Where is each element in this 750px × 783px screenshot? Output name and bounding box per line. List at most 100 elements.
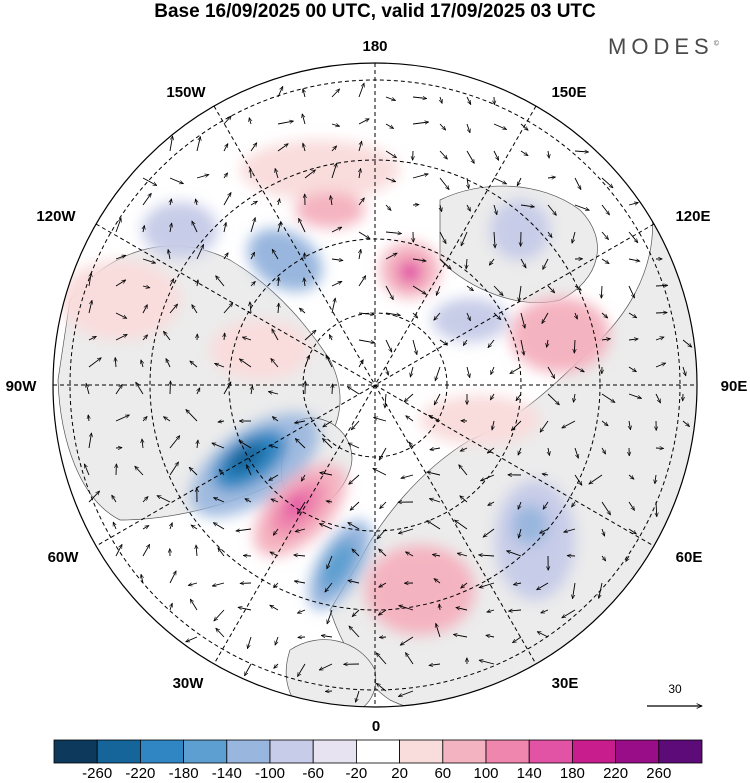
wind-arrow — [385, 285, 394, 300]
wind-arrow — [223, 303, 233, 314]
wind-arrow — [513, 636, 522, 643]
wind-arrow — [350, 501, 360, 510]
wind-arrow — [439, 177, 449, 190]
wind-arrow — [385, 204, 391, 210]
wind-arrow — [141, 574, 143, 584]
wind-arrow — [269, 474, 279, 481]
wind-arrow — [412, 285, 426, 294]
wind-arrow — [385, 339, 393, 352]
wind-arrow — [331, 298, 335, 314]
wind-arrow — [245, 465, 252, 476]
wind-arrow — [249, 118, 251, 125]
wind-arrow — [244, 663, 252, 676]
wind-arrow — [628, 501, 635, 510]
wind-arrow — [142, 335, 148, 341]
wind-arrow — [325, 355, 333, 368]
wind-arrow — [509, 610, 522, 611]
wind-arrow — [169, 304, 178, 314]
wind-arrow — [277, 144, 288, 152]
wind-arrow — [513, 583, 522, 585]
wind-arrow — [628, 203, 638, 205]
wind-arrow — [115, 333, 127, 341]
wind-arrow — [214, 497, 225, 503]
wind-arrow — [386, 366, 388, 375]
wind-arrow — [547, 285, 555, 293]
wind-arrow — [520, 123, 528, 130]
wind-arrow — [88, 433, 92, 449]
lon-label-150w: 150W — [166, 84, 206, 101]
wind-arrow — [168, 250, 170, 260]
wind-arrow — [547, 231, 552, 238]
wind-arrow — [385, 232, 402, 234]
wind-arrow — [271, 498, 279, 502]
wind-arrow — [439, 604, 440, 611]
wind-arrow — [432, 554, 441, 556]
wind-arrow — [238, 607, 252, 611]
wind-arrow — [429, 499, 441, 503]
wind-arrow — [456, 607, 468, 611]
wind-arrow — [466, 150, 474, 163]
wind-arrow — [547, 204, 556, 215]
wind-arrow — [399, 605, 414, 611]
wind-arrow — [574, 204, 589, 210]
colorbar-tick-label: 20 — [391, 765, 408, 782]
wind-arrow — [479, 555, 495, 556]
wind-arrow — [250, 143, 257, 152]
wind-arrow — [409, 442, 414, 449]
colorbar-tick-label: 180 — [559, 765, 585, 782]
wind-arrow — [299, 308, 306, 314]
colorbar-tick-label: -100 — [254, 765, 286, 782]
wind-arrow — [196, 245, 205, 260]
wind-arrow — [191, 221, 198, 233]
wind-arrow — [186, 636, 198, 643]
wind-arrow — [165, 359, 171, 368]
wind-arrow — [542, 474, 549, 475]
wind-arrow — [575, 312, 577, 319]
wind-arrow — [493, 123, 507, 130]
wind-arrow — [326, 501, 333, 502]
colorbar-swatch — [269, 739, 314, 764]
wind-arrow — [349, 474, 360, 484]
wind-arrow — [466, 204, 471, 211]
wind-arrow — [574, 285, 581, 290]
wind-arrow — [247, 636, 252, 649]
colorbar-tick-label: 260 — [646, 765, 672, 782]
wind-arrow — [466, 366, 470, 378]
wind-arrow — [574, 447, 578, 458]
wind-arrow — [385, 123, 394, 129]
wind-arrow — [540, 420, 549, 432]
wind-arrow — [242, 337, 252, 341]
wind-arrow — [430, 448, 441, 450]
wind-arrow — [429, 414, 441, 422]
wind-arrow — [142, 177, 157, 186]
wind-arrow — [376, 653, 387, 665]
wind-arrow — [304, 170, 316, 179]
wind-arrow — [136, 382, 144, 395]
wind-arrow — [682, 420, 690, 427]
wind-arrow — [573, 582, 576, 599]
wind-arrow — [589, 474, 603, 484]
wind-arrow — [142, 497, 148, 503]
wind-arrow — [358, 360, 363, 368]
wind-arrow — [628, 285, 635, 298]
wind-arrow — [412, 259, 426, 261]
wind-arrow — [412, 174, 428, 179]
colorbar-tick-label: 220 — [603, 765, 629, 782]
wind-arrow — [223, 116, 231, 125]
wind-arrow — [278, 277, 279, 287]
wind-arrow — [493, 150, 500, 160]
wind-arrow — [655, 474, 656, 484]
wind-arrow — [427, 521, 441, 530]
wind-arrow — [251, 168, 252, 179]
wind-arrow — [142, 544, 150, 557]
wind-arrow — [303, 89, 305, 98]
wind-arrow — [319, 663, 333, 671]
lon-label-30e: 30E — [552, 675, 579, 692]
wind-arrow — [170, 523, 172, 530]
wind-arrow — [466, 123, 470, 133]
wind-arrow — [602, 528, 605, 536]
wind-arrow — [321, 635, 333, 637]
colorbar-tick-label: -260 — [82, 765, 113, 782]
wind-arrow — [404, 393, 414, 402]
wind-arrow — [398, 528, 414, 534]
